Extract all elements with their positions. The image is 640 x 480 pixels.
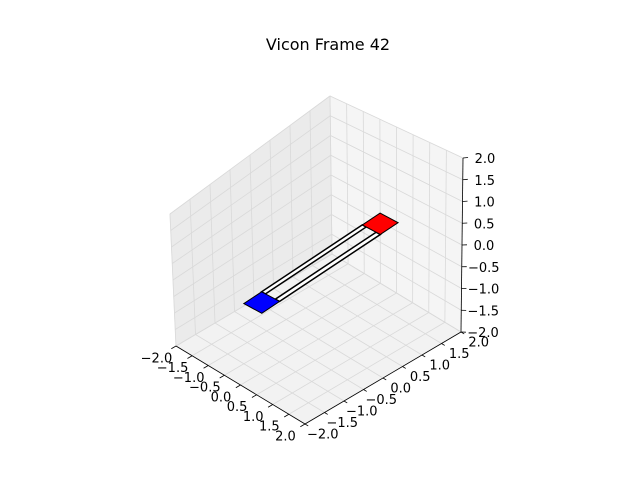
- y-tick-label: −1.5: [326, 416, 358, 431]
- gridline: [273, 288, 403, 367]
- y-tick-label: −0.5: [365, 393, 397, 408]
- y-tick-label: 0.5: [410, 370, 431, 385]
- x-tick-label: −1.5: [157, 361, 189, 376]
- x-tick: [300, 423, 306, 428]
- y-tick: [343, 400, 348, 404]
- y-tick-label: 0.0: [390, 382, 411, 397]
- x-tick: [251, 394, 257, 398]
- y-tick: [382, 377, 387, 381]
- y-tick-label: 2.0: [468, 336, 489, 351]
- gridline: [256, 302, 413, 396]
- gridline: [309, 110, 313, 266]
- y-tick: [324, 412, 328, 415]
- gridline: [253, 299, 384, 379]
- x-tick: [267, 404, 273, 408]
- gridline: [170, 115, 331, 231]
- gridline: [312, 265, 442, 344]
- z-tick-label: 0.0: [474, 239, 495, 254]
- z-tick: [462, 157, 469, 159]
- gridline: [272, 312, 429, 405]
- tick-marks: [171, 157, 469, 428]
- gridline: [330, 154, 463, 224]
- x-tick: [187, 355, 193, 359]
- x-tick: [219, 374, 225, 379]
- z-tick-label: −1.5: [467, 304, 499, 319]
- z-tick-label: −0.5: [468, 261, 500, 276]
- blue-plate: [242, 291, 281, 314]
- y-tick: [402, 366, 406, 369]
- z-tick-label: 1.0: [474, 196, 495, 211]
- y-tick-label: 1.5: [449, 347, 470, 362]
- gridline: [412, 134, 414, 303]
- red-plate: [361, 212, 400, 236]
- z-tick-label: 0.5: [474, 217, 495, 232]
- x-tick-label: 1.5: [259, 420, 280, 435]
- x-tick: [235, 384, 241, 389]
- x-tick-label: −0.5: [189, 381, 221, 396]
- x-tick-label: −2.0: [141, 351, 173, 366]
- x-tick-label: 0.5: [227, 400, 248, 415]
- chart-title: Vicon Frame 42: [266, 35, 390, 54]
- gridline: [288, 321, 446, 415]
- x-tick: [171, 345, 177, 350]
- y-tick: [460, 331, 465, 335]
- grid-lines: [169, 95, 464, 425]
- y-tick: [304, 423, 309, 427]
- gridline: [292, 276, 423, 356]
- y-tick-label: −1.0: [346, 405, 378, 420]
- z-tick-label: 2.0: [475, 152, 496, 167]
- y-tick-label: −2.0: [307, 428, 339, 443]
- x-tick-label: 1.0: [243, 410, 264, 425]
- y-tick: [441, 343, 445, 346]
- gridline: [330, 115, 463, 181]
- z-tick-label: 1.5: [474, 174, 495, 189]
- gridline: [330, 135, 463, 202]
- x-tick: [283, 413, 290, 418]
- gridline: [172, 154, 331, 264]
- y-tick: [421, 354, 426, 358]
- gridline: [329, 95, 464, 159]
- y-tick-label: 1.0: [429, 359, 450, 374]
- gridline: [172, 174, 332, 281]
- z-tick-label: −1.0: [468, 283, 500, 298]
- y-tick: [363, 389, 367, 392]
- gridline: [428, 142, 431, 313]
- x-tick: [203, 365, 209, 369]
- gridline: [329, 95, 333, 255]
- x-tick-label: 2.0: [275, 429, 296, 444]
- gridline: [331, 253, 462, 333]
- gridline: [169, 95, 331, 215]
- plot-objects: [242, 212, 400, 314]
- gridline: [444, 150, 447, 323]
- z-tick-label: −2.0: [467, 326, 499, 341]
- gridline: [269, 140, 274, 289]
- x-tick-label: 0.0: [211, 390, 232, 405]
- gridline: [171, 135, 331, 248]
- x-tick-label: −1.0: [173, 371, 205, 386]
- gridline: [289, 125, 294, 278]
- tick-labels: −2.0−2.0−2.0−1.5−1.5−1.5−1.0−1.0−1.0−0.5…: [141, 152, 500, 444]
- gridline: [330, 174, 463, 246]
